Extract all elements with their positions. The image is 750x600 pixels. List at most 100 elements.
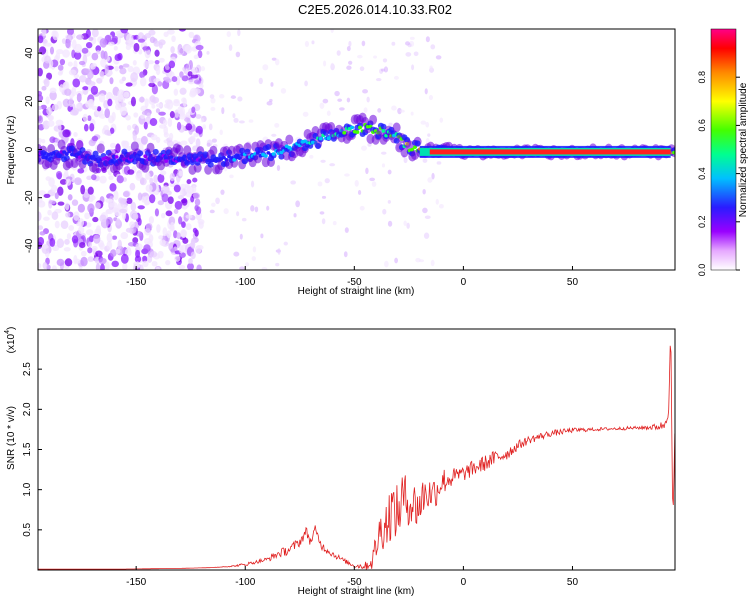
spectrogram-noise-point — [100, 50, 106, 60]
spectrogram-noise-point — [48, 177, 55, 187]
spectrogram-noise-point — [109, 249, 117, 257]
spectrogram-noise-point — [125, 82, 133, 87]
spectrogram-noise-point — [59, 84, 64, 93]
spectrogram-noise-point — [138, 264, 144, 270]
spectrogram-noise-point — [75, 103, 81, 109]
spectrogram-noise-point — [252, 246, 257, 253]
spectrogram-noise-point — [366, 96, 370, 103]
spectrogram-noise-point — [99, 175, 107, 184]
spectrogram-noise-point — [170, 46, 175, 54]
spectrogram-noise-point — [115, 248, 121, 254]
spectrogram-noise-point — [357, 190, 362, 195]
spectrogram-noise-point — [80, 250, 87, 257]
spectrogram-noise-point — [195, 114, 202, 119]
spectrogram-noise-point — [57, 64, 64, 71]
spectrogram-noise-point — [161, 185, 170, 194]
spectrogram-noise-point — [98, 93, 106, 103]
spectrogram-noise-point — [193, 79, 202, 85]
spectrogram-noise-point — [99, 38, 108, 48]
spectrogram-noise-point — [38, 211, 42, 222]
snr-x-tick-label-3: 0 — [461, 577, 467, 588]
spectrogram-noise-point — [197, 50, 203, 59]
spectrogram-noise-point — [137, 38, 146, 43]
spectrogram-noise-point — [38, 262, 42, 269]
spectrogram-noise-point — [85, 29, 91, 39]
spectrogram-ridge-mid — [241, 158, 248, 165]
spectrogram-noise-point — [95, 225, 102, 236]
spectrogram-noise-point — [195, 138, 201, 148]
spectrogram-noise-point — [383, 66, 389, 73]
spectrogram-noise-point — [221, 107, 225, 115]
spectrogram-noise-point — [320, 159, 326, 163]
spectrogram-noise-point — [104, 129, 111, 136]
spectrogram-noise-point — [439, 117, 444, 123]
spectrogram-noise-point — [109, 127, 115, 134]
spectrogram-noise-point — [106, 232, 113, 243]
spectrogram-noise-point — [290, 180, 297, 185]
spectrogram-noise-point — [348, 40, 352, 47]
spectrogram-ridge-core — [237, 156, 242, 160]
spectrogram-noise-point — [47, 209, 52, 216]
spectrogram-noise-point — [200, 66, 206, 72]
spectrogram-noise-point — [166, 230, 172, 239]
spectrogram-noise-point — [438, 203, 444, 209]
spectrogram-y-tick-label-4: 40 — [24, 47, 35, 59]
spectrogram-noise-point — [399, 109, 405, 113]
spectrogram-noise-point — [311, 40, 315, 45]
spectrogram-noise-point — [180, 140, 188, 146]
spectrogram-noise-point — [114, 53, 122, 62]
spectrogram-noise-point — [210, 106, 216, 111]
spectrogram-noise-point — [424, 215, 431, 219]
spectrogram-noise-point — [87, 241, 93, 248]
spectrogram-noise-point — [387, 169, 392, 175]
spectrogram-noise-point — [194, 198, 201, 206]
spectrogram-noise-point — [116, 175, 124, 184]
spectrogram-noise-point — [78, 75, 87, 83]
spectrogram-noise-point — [261, 267, 268, 270]
spectrogram-noise-point — [144, 98, 149, 108]
spectrogram-noise-point — [148, 234, 154, 243]
spectrogram-ridge-halo — [96, 143, 105, 154]
spectrogram-noise-point — [87, 203, 95, 214]
spectrogram-noise-point — [91, 105, 98, 110]
spectrogram-ridge-core — [326, 136, 331, 141]
spectrogram-noise-point — [195, 44, 204, 51]
spectrogram-noise-point — [139, 177, 147, 186]
spectrogram-noise-point — [163, 131, 169, 138]
spectrogram-noise-point — [65, 212, 71, 218]
spectrogram-noise-point — [100, 263, 105, 270]
spectrogram-noise-point — [173, 208, 179, 215]
spectrogram-noise-point — [380, 151, 387, 155]
spectrogram-noise-point — [122, 262, 128, 270]
spectrogram-ridge-mid — [137, 150, 144, 157]
spectrogram-x-tick-label-4: 50 — [567, 277, 579, 288]
spectrogram-noise-point — [202, 124, 207, 130]
spectrogram-noise-point — [155, 108, 161, 114]
spectrogram-noise-point — [87, 186, 94, 195]
spectrogram-noise-point — [145, 222, 153, 230]
spectrogram-noise-point — [82, 113, 89, 122]
spectrogram-noise-point — [55, 171, 63, 179]
spectrogram-noise-point — [71, 86, 77, 97]
spectrogram-noise-point — [98, 257, 107, 265]
spectrogram-ridge-mid — [92, 150, 99, 157]
spectrogram-noise-point — [180, 229, 187, 238]
spectrogram-noise-point — [293, 213, 297, 218]
colorbar-gradient — [710, 28, 737, 271]
spectrogram-noise-point — [193, 132, 200, 137]
spectrogram-ridge-core — [221, 155, 226, 160]
spectrogram-noise-point — [115, 218, 121, 226]
spectrogram-noise-point — [92, 216, 99, 223]
spectrogram-noise-point — [43, 193, 51, 199]
spectrogram-noise-point — [140, 114, 146, 119]
snr-x-label: Height of straight line (km) — [298, 586, 415, 597]
spectrogram-noise-point — [91, 135, 99, 142]
spectrogram-noise-point — [384, 260, 389, 268]
colorbar-label: Normalized spectral amplitude — [738, 82, 749, 217]
spectrogram-noise-point — [211, 202, 216, 207]
spectrogram-noise-point — [81, 47, 89, 54]
snr-y-tick-label-0: 0.5 — [22, 522, 33, 536]
spectrogram-noise-point — [66, 233, 72, 240]
spectrogram-noise-point — [277, 248, 281, 255]
